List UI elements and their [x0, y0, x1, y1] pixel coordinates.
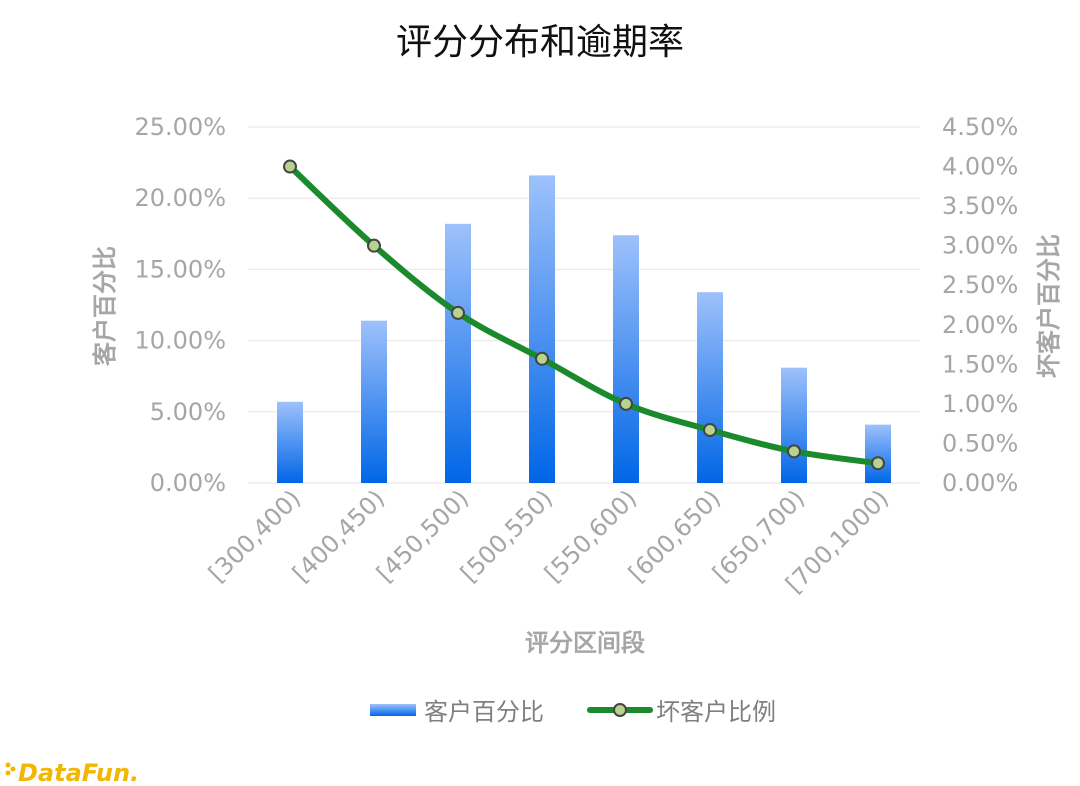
- right-y-tick-label: 1.00%: [942, 390, 1018, 418]
- left-y-tick-label: 0.00%: [150, 469, 226, 497]
- legend-label-bad-customer-ratio: 坏客户比例: [656, 698, 776, 726]
- right-y-tick-label: 3.50%: [942, 192, 1018, 220]
- right-y-tick-label: 0.00%: [942, 469, 1018, 497]
- right-y-tick-label: 3.00%: [942, 232, 1018, 260]
- legend: 客户百分比 坏客户比例: [370, 698, 776, 726]
- bar-mark: [781, 367, 807, 483]
- line-point-marker: [619, 396, 633, 411]
- logo-dot-3-icon: [5, 770, 11, 776]
- logo-dot-1-icon: [5, 762, 11, 768]
- left-y-tick-label: 5.00%: [150, 398, 226, 426]
- left-y-axis-label: 客户百分比: [91, 246, 119, 366]
- bar-mark: [865, 424, 891, 483]
- left-y-ticks: 0.00% 5.00% 10.00% 15.00% 20.00% 25.00%: [134, 113, 226, 497]
- line-point-marker: [787, 444, 801, 459]
- line-point-marker: [451, 305, 465, 320]
- bar-mark: [361, 320, 387, 483]
- logo-dot-2-icon: [10, 766, 16, 772]
- legend-bar-swatch: [370, 704, 416, 716]
- bar-mark: [277, 401, 303, 483]
- datafun-logo: DataFun.: [5, 759, 139, 786]
- right-y-axis-label: 坏客户百分比: [1035, 234, 1063, 378]
- logo-text: DataFun.: [18, 759, 139, 786]
- left-y-tick-label: 10.00%: [134, 327, 226, 355]
- left-y-tick-label: 20.00%: [134, 184, 226, 212]
- line-point-marker: [535, 351, 549, 366]
- line-series: [283, 159, 885, 471]
- right-y-ticks: 0.00% 0.50% 1.00% 1.50% 2.00% 2.50% 3.00% 3.50%…: [942, 113, 1018, 497]
- legend-line-marker: [613, 703, 627, 717]
- bar-mark: [445, 223, 471, 483]
- x-axis-ticks: [300,400)[400,450)[450,500)[500,550)[550…: [203, 484, 894, 598]
- grid-lines: [248, 126, 920, 484]
- right-y-tick-label: 2.50%: [942, 271, 1018, 299]
- left-y-tick-label: 15.00%: [134, 255, 226, 283]
- x-axis-label: 评分区间段: [525, 629, 645, 657]
- legend-label-customer-pct: 客户百分比: [424, 698, 544, 726]
- bar-series: [277, 175, 891, 483]
- right-y-tick-label: 4.00%: [942, 153, 1018, 181]
- left-y-tick-label: 25.00%: [134, 113, 226, 141]
- bar-mark: [613, 235, 639, 483]
- bar-mark: [529, 175, 555, 483]
- right-y-tick-label: 4.50%: [942, 113, 1018, 141]
- right-y-tick-label: 2.00%: [942, 311, 1018, 339]
- line-point-marker: [703, 422, 717, 437]
- right-y-tick-label: 0.50%: [942, 429, 1018, 457]
- line-point-marker: [283, 159, 297, 174]
- chart-title: 评分分布和逾期率: [396, 22, 684, 63]
- right-y-tick-label: 1.50%: [942, 350, 1018, 378]
- line-point-marker: [367, 238, 381, 253]
- bar-mark: [697, 292, 723, 483]
- line-point-marker: [871, 456, 885, 471]
